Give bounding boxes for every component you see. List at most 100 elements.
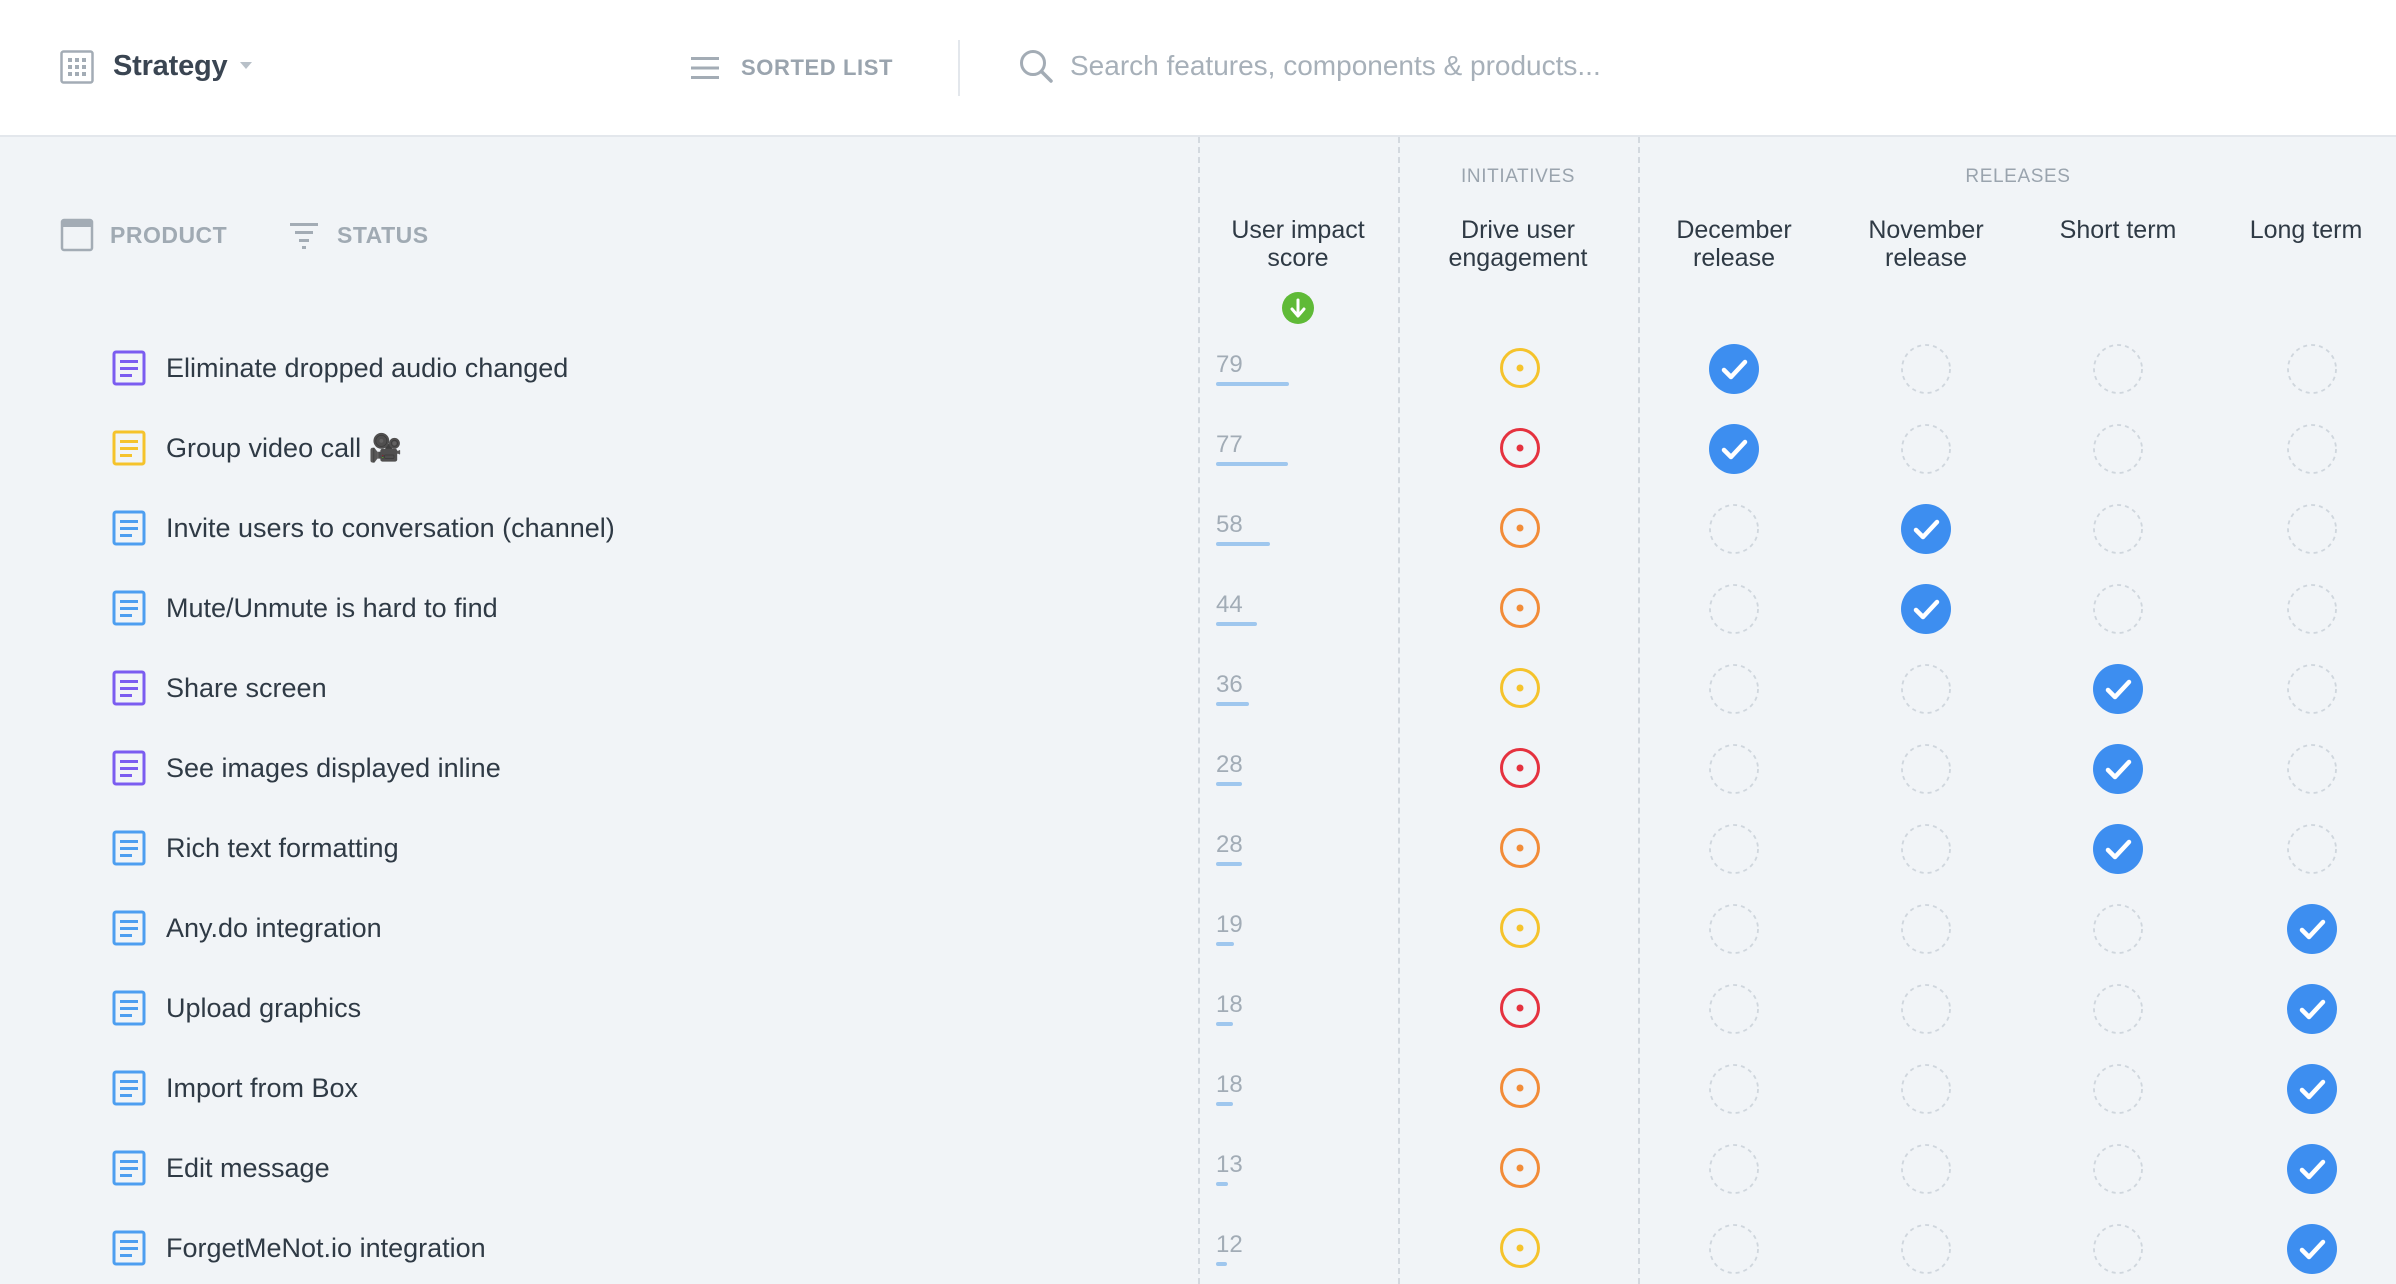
initiative-target-icon[interactable] xyxy=(1498,1066,1542,1110)
initiative-target-icon[interactable] xyxy=(1498,826,1542,870)
release-empty-circle[interactable] xyxy=(2286,823,2338,875)
release-empty-circle[interactable] xyxy=(1900,343,1952,395)
release-checked-icon[interactable] xyxy=(2092,823,2144,875)
initiative-target-icon[interactable] xyxy=(1498,746,1542,790)
release-empty-circle[interactable] xyxy=(1708,823,1760,875)
initiative-target-icon[interactable] xyxy=(1498,426,1542,470)
feature-row[interactable]: Invite users to conversation (channel) 58 xyxy=(0,488,2396,568)
search-input[interactable] xyxy=(1070,44,1770,88)
grid-icon[interactable] xyxy=(60,50,94,84)
release-checked-icon[interactable] xyxy=(2092,663,2144,715)
feature-name[interactable]: Mute/Unmute is hard to find xyxy=(166,593,498,623)
release-empty-circle[interactable] xyxy=(1708,903,1760,955)
feature-row[interactable]: Share screen 36 xyxy=(0,648,2396,728)
initiative-column-header[interactable]: Drive user engagement xyxy=(1448,216,1588,272)
release-empty-circle[interactable] xyxy=(1708,583,1760,635)
release-empty-circle[interactable] xyxy=(2286,583,2338,635)
release-empty-circle[interactable] xyxy=(2286,423,2338,475)
release-empty-circle[interactable] xyxy=(2092,583,2144,635)
release-checked-icon[interactable] xyxy=(2286,983,2338,1035)
release-checked-icon[interactable] xyxy=(1900,503,1952,555)
initiative-target-icon[interactable] xyxy=(1498,1146,1542,1190)
initiative-target-icon[interactable] xyxy=(1498,666,1542,710)
feature-name[interactable]: Import from Box xyxy=(166,1073,359,1103)
release-empty-circle[interactable] xyxy=(1708,1143,1760,1195)
list-icon[interactable] xyxy=(690,54,720,82)
product-filter[interactable]: PRODUCT xyxy=(60,218,227,252)
release-empty-circle[interactable] xyxy=(1708,743,1760,795)
release-checked-icon[interactable] xyxy=(2286,1063,2338,1115)
status-filter[interactable]: STATUS xyxy=(287,218,429,252)
initiative-target-icon[interactable] xyxy=(1498,1226,1542,1270)
feature-name[interactable]: Eliminate dropped audio changed xyxy=(166,353,569,383)
release-empty-circle[interactable] xyxy=(1708,1223,1760,1275)
release-empty-circle[interactable] xyxy=(1708,1063,1760,1115)
release-empty-circle[interactable] xyxy=(1900,663,1952,715)
release-empty-circle[interactable] xyxy=(2286,503,2338,555)
release-empty-circle[interactable] xyxy=(1900,903,1952,955)
impact-score-bar xyxy=(1216,942,1234,946)
release-checked-icon[interactable] xyxy=(2286,903,2338,955)
feature-name[interactable]: Group video call 🎥 xyxy=(166,433,403,463)
release-empty-circle[interactable] xyxy=(1708,983,1760,1035)
feature-row[interactable]: Eliminate dropped audio changed 79 xyxy=(0,328,2396,408)
release-empty-circle[interactable] xyxy=(2092,1143,2144,1195)
feature-row[interactable]: See images displayed inline 28 xyxy=(0,728,2396,808)
score-column-header[interactable]: User impact score xyxy=(1231,216,1365,272)
release-checked-icon[interactable] xyxy=(2286,1223,2338,1275)
release-checked-icon[interactable] xyxy=(1708,423,1760,475)
release-column-header[interactable]: November release xyxy=(1868,216,1984,272)
feature-name[interactable]: See images displayed inline xyxy=(166,753,501,783)
workspace-title[interactable]: Strategy xyxy=(113,50,228,82)
sort-descending-icon[interactable] xyxy=(1282,292,1314,324)
feature-name[interactable]: Rich text formatting xyxy=(166,833,399,863)
release-empty-circle[interactable] xyxy=(2092,343,2144,395)
release-column-header[interactable]: Short term xyxy=(2059,216,2177,244)
caret-down-icon[interactable] xyxy=(239,61,253,71)
release-empty-circle[interactable] xyxy=(1900,823,1952,875)
release-empty-circle[interactable] xyxy=(1708,503,1760,555)
release-empty-circle[interactable] xyxy=(1708,663,1760,715)
initiative-target-icon[interactable] xyxy=(1498,986,1542,1030)
feature-row[interactable]: Mute/Unmute is hard to find 44 xyxy=(0,568,2396,648)
release-empty-circle[interactable] xyxy=(1900,1223,1952,1275)
feature-name[interactable]: Invite users to conversation (channel) xyxy=(166,513,615,543)
release-empty-circle[interactable] xyxy=(1900,1143,1952,1195)
release-empty-circle[interactable] xyxy=(1900,983,1952,1035)
release-checked-icon[interactable] xyxy=(2092,743,2144,795)
feature-row[interactable]: Rich text formatting 28 xyxy=(0,808,2396,888)
feature-name[interactable]: Upload graphics xyxy=(166,993,362,1023)
release-empty-circle[interactable] xyxy=(2286,743,2338,795)
view-switcher[interactable]: SORTED LIST xyxy=(741,55,894,80)
release-checked-icon[interactable] xyxy=(2286,1143,2338,1195)
feature-row[interactable]: ForgetMeNot.io integration 12 xyxy=(0,1208,2396,1284)
initiative-target-icon[interactable] xyxy=(1498,506,1542,550)
release-checked-icon[interactable] xyxy=(1708,343,1760,395)
feature-name[interactable]: Any.do integration xyxy=(166,913,382,943)
release-empty-circle[interactable] xyxy=(2092,983,2144,1035)
release-checked-icon[interactable] xyxy=(1900,583,1952,635)
feature-row[interactable]: Import from Box 18 xyxy=(0,1048,2396,1128)
release-empty-circle[interactable] xyxy=(2092,903,2144,955)
release-column-header[interactable]: December release xyxy=(1676,216,1792,272)
release-empty-circle[interactable] xyxy=(2092,423,2144,475)
initiative-target-icon[interactable] xyxy=(1498,586,1542,630)
feature-name[interactable]: Share screen xyxy=(166,673,327,703)
initiative-target-icon[interactable] xyxy=(1498,346,1542,390)
initiative-target-icon[interactable] xyxy=(1498,906,1542,950)
release-empty-circle[interactable] xyxy=(2286,663,2338,715)
feature-name[interactable]: Edit message xyxy=(166,1153,330,1183)
feature-row[interactable]: Edit message 13 xyxy=(0,1128,2396,1208)
release-empty-circle[interactable] xyxy=(2092,1063,2144,1115)
feature-row[interactable]: Upload graphics 18 xyxy=(0,968,2396,1048)
feature-name[interactable]: ForgetMeNot.io integration xyxy=(166,1233,486,1263)
release-empty-circle[interactable] xyxy=(2092,503,2144,555)
release-empty-circle[interactable] xyxy=(1900,1063,1952,1115)
release-column-header[interactable]: Long term xyxy=(2249,216,2363,244)
release-empty-circle[interactable] xyxy=(2286,343,2338,395)
feature-row[interactable]: Group video call 🎥 77 xyxy=(0,408,2396,488)
feature-row[interactable]: Any.do integration 19 xyxy=(0,888,2396,968)
release-empty-circle[interactable] xyxy=(1900,423,1952,475)
release-empty-circle[interactable] xyxy=(1900,743,1952,795)
release-empty-circle[interactable] xyxy=(2092,1223,2144,1275)
